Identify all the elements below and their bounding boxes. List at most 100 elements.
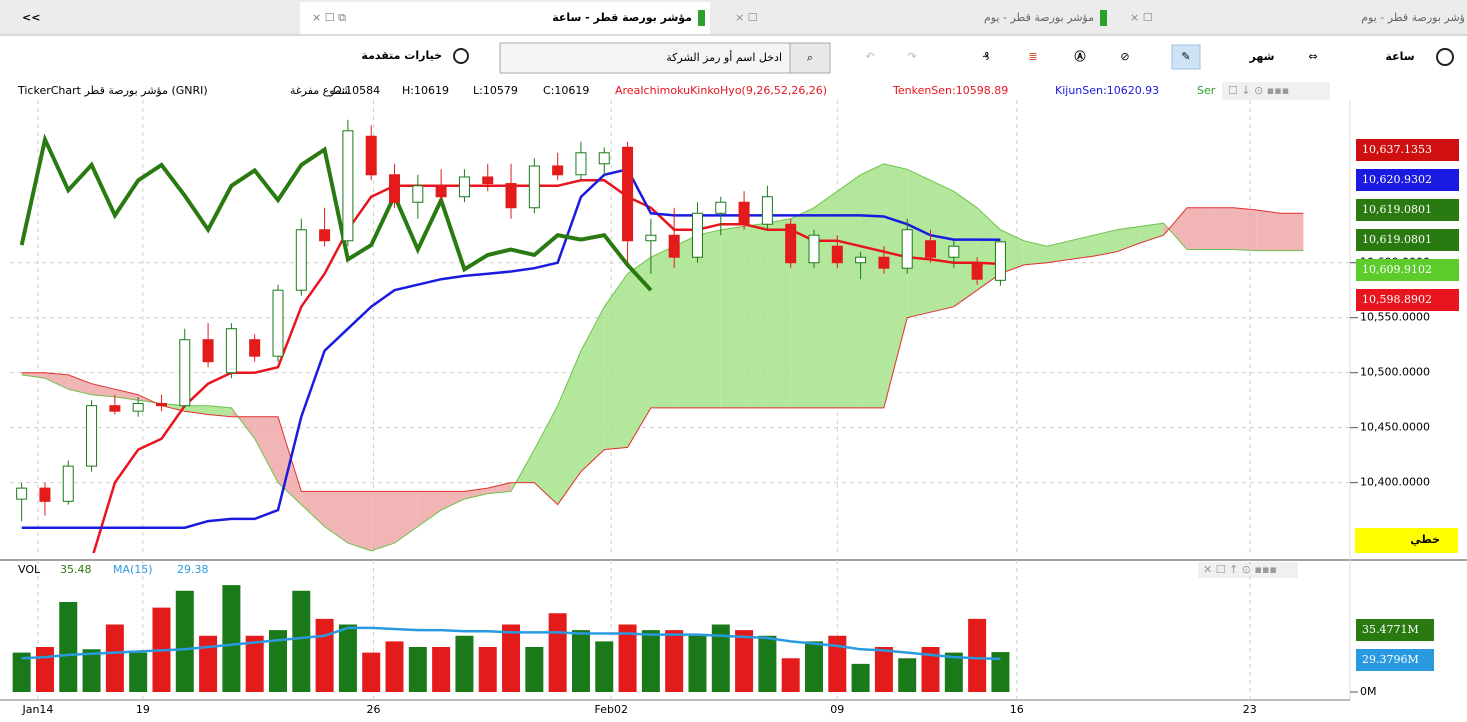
candle-body bbox=[365, 135, 377, 176]
candle-body bbox=[412, 185, 424, 203]
y-tick-label: 0M bbox=[1360, 685, 1377, 698]
advanced-options[interactable]: خيارات متقدمة bbox=[361, 49, 442, 62]
volume-bar bbox=[711, 624, 730, 692]
volume-bar bbox=[921, 647, 940, 692]
collapse-button[interactable]: << bbox=[22, 11, 40, 24]
x-tick-label: 23 bbox=[1243, 703, 1257, 716]
cloud-segment bbox=[580, 306, 605, 472]
tab-title[interactable]: مؤشر بورصة قطر - يوم bbox=[984, 11, 1094, 24]
cloud-segment bbox=[347, 491, 372, 551]
link-icon[interactable]: ⇔ bbox=[1308, 50, 1317, 63]
volume-bar bbox=[944, 652, 963, 692]
candle-body bbox=[761, 196, 773, 225]
tab-controls[interactable]: × ☐ bbox=[1130, 11, 1153, 24]
price-label-box bbox=[1356, 289, 1459, 311]
cloud-segment bbox=[441, 491, 465, 511]
volume-bar bbox=[665, 630, 684, 692]
indicator-line bbox=[92, 179, 1001, 553]
candle-body bbox=[319, 229, 331, 242]
cloud-segment bbox=[1140, 223, 1164, 243]
alert-icon[interactable]: Ⓐ bbox=[1075, 49, 1086, 63]
x-tick-label: 09 bbox=[830, 703, 844, 716]
volume-bar bbox=[408, 647, 427, 692]
cloud-segment bbox=[627, 257, 651, 448]
lagging-line bbox=[19, 133, 653, 292]
redo-icon[interactable]: ↷ bbox=[907, 50, 916, 63]
panel-controls[interactable] bbox=[1222, 82, 1330, 100]
candle-body bbox=[435, 185, 447, 198]
candle-body bbox=[505, 183, 517, 209]
candle-body bbox=[458, 176, 470, 198]
price-label-box bbox=[1356, 259, 1459, 281]
cloud-segment bbox=[534, 405, 558, 505]
cloud-segment bbox=[1186, 207, 1211, 250]
volume-bar bbox=[338, 624, 357, 692]
volume-bar bbox=[175, 590, 194, 692]
cloud-segment bbox=[1256, 209, 1281, 251]
volume-bar bbox=[245, 635, 264, 692]
list-icon[interactable]: ≣ bbox=[1028, 50, 1037, 63]
volume-bar bbox=[502, 624, 521, 692]
info-high: H:10619 bbox=[402, 84, 449, 97]
indicator-icon[interactable]: ⊘ bbox=[1120, 50, 1129, 63]
x-tick-label: 19 bbox=[136, 703, 150, 716]
y-tick-label: 10,450.0000 bbox=[1360, 421, 1430, 434]
candle-body bbox=[785, 223, 797, 264]
undo-icon[interactable]: ↶ bbox=[865, 50, 874, 63]
price-label-box bbox=[1356, 229, 1459, 251]
tab-title[interactable]: مؤشر بورصة قطر - ساعة bbox=[552, 11, 692, 24]
search-placeholder: ادخل اسم أو رمز الشركة bbox=[666, 50, 782, 64]
candle-body bbox=[925, 240, 937, 258]
candle-body bbox=[598, 152, 610, 165]
info-close: C:10619 bbox=[543, 84, 589, 97]
tab-title[interactable]: ؤشر بورصة قطر - يوم bbox=[1361, 11, 1465, 24]
cloud-segment bbox=[883, 163, 908, 408]
search-icon: ⌕ bbox=[807, 51, 813, 64]
draw-icon: ✎ bbox=[1181, 50, 1190, 63]
cloud-segment bbox=[44, 372, 69, 390]
month-button[interactable]: شهر bbox=[1249, 50, 1275, 63]
cloud-segment bbox=[837, 174, 861, 408]
cloud-segment bbox=[208, 405, 232, 417]
x-tick-label: 26 bbox=[367, 703, 381, 716]
candle-body bbox=[715, 201, 727, 214]
candle-body bbox=[808, 234, 820, 264]
volume-bar bbox=[851, 663, 870, 692]
volume-bar bbox=[898, 658, 917, 692]
info-indicator: AreaIchimokuKinkoHyo(9,26,52,26,26) bbox=[615, 84, 827, 97]
candle-body bbox=[482, 176, 494, 185]
candle-body bbox=[295, 229, 307, 291]
tab-controls[interactable]: × ☐ ⧉ bbox=[312, 11, 346, 24]
panel-controls[interactable] bbox=[1198, 562, 1298, 578]
price-label-box bbox=[1356, 139, 1459, 161]
volume-bar bbox=[12, 652, 31, 692]
volume-bar bbox=[571, 630, 590, 692]
compare-icon[interactable]: ₰ bbox=[983, 50, 990, 63]
volume-bar bbox=[758, 635, 777, 692]
cloud-segment bbox=[720, 226, 745, 408]
active-tab[interactable] bbox=[300, 2, 710, 35]
volume-bar bbox=[735, 630, 754, 692]
draw-tool[interactable] bbox=[1171, 44, 1201, 70]
y-tick-label: 10,500.0000 bbox=[1360, 366, 1430, 379]
tab-controls[interactable]: × ☐ bbox=[735, 11, 758, 24]
candle-body bbox=[179, 339, 191, 407]
info-style: شموع مفرغة bbox=[290, 84, 351, 97]
volume-bar bbox=[874, 647, 893, 692]
candle-body bbox=[202, 339, 214, 363]
candle-body bbox=[738, 201, 750, 225]
cloud-segment bbox=[1047, 240, 1071, 263]
hour-button[interactable]: ساعة bbox=[1385, 50, 1414, 63]
tab-marker bbox=[698, 10, 705, 26]
search-button[interactable] bbox=[789, 42, 831, 74]
candle-body bbox=[994, 241, 1006, 281]
ma-line bbox=[21, 626, 1001, 661]
cloud-segment bbox=[417, 491, 442, 527]
price-label: 10,620.9302 bbox=[1362, 173, 1432, 186]
volume-bar bbox=[222, 585, 241, 692]
cloud-segment bbox=[1023, 240, 1048, 265]
cloud-segment bbox=[860, 163, 884, 408]
volume-bar bbox=[828, 635, 847, 692]
search-box[interactable] bbox=[499, 42, 831, 74]
volume-bar bbox=[199, 635, 218, 692]
